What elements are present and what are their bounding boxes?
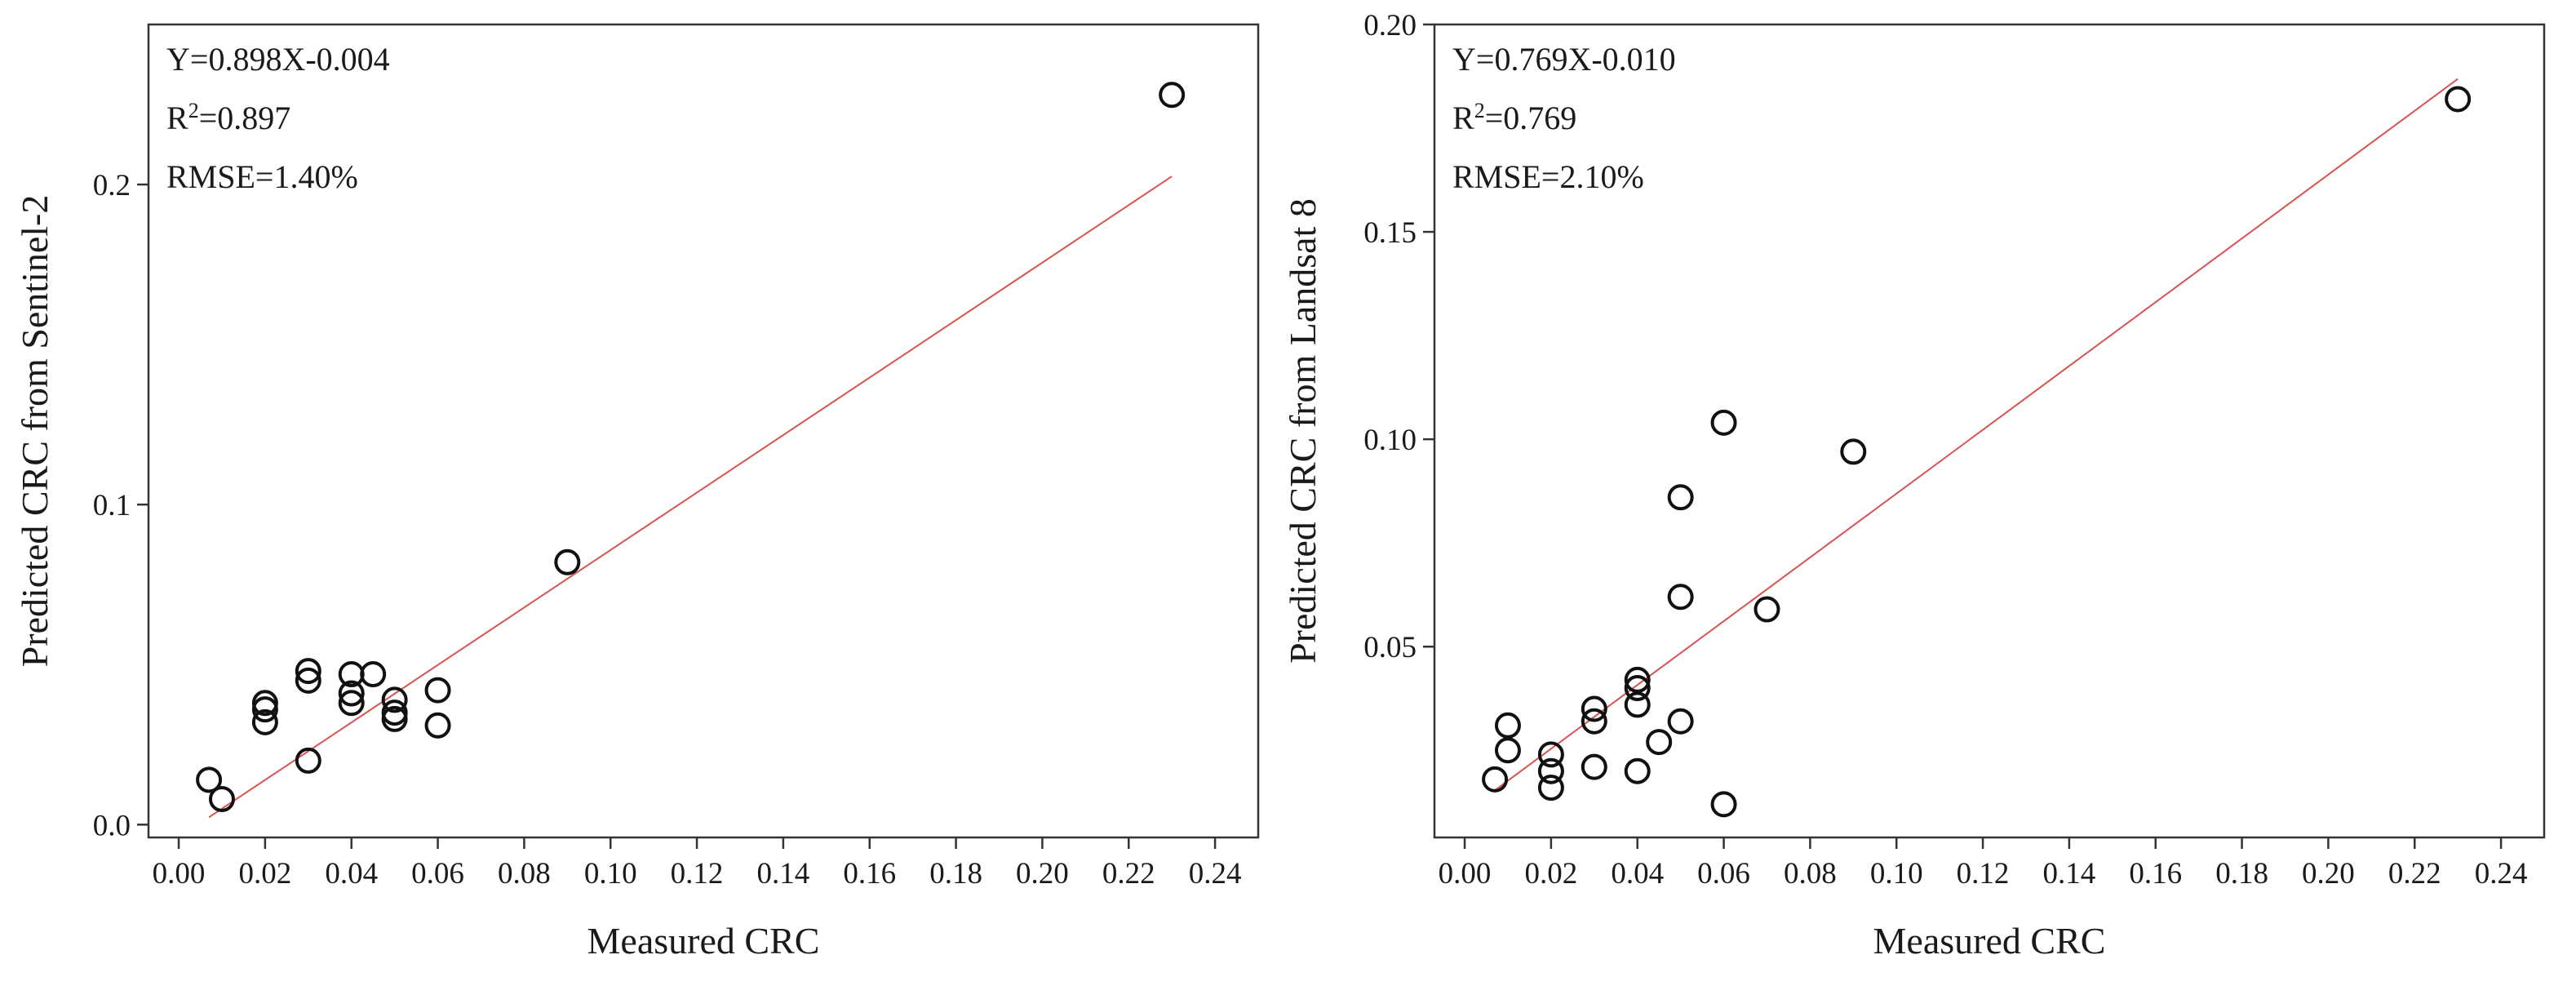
data-point	[338, 680, 365, 707]
x-tick-label: 0.06	[411, 857, 464, 891]
data-point	[1537, 757, 1564, 784]
data-point	[1537, 775, 1564, 802]
x-tick-label: 0.00	[1439, 857, 1492, 891]
data-point	[1624, 757, 1651, 784]
data-point	[424, 712, 451, 739]
y-axis-label: Predicted CRC from Landsat 8	[1282, 198, 1323, 664]
x-tick-label: 0.24	[2475, 857, 2528, 891]
x-tick-label: 0.00	[153, 857, 206, 891]
data-point	[381, 705, 408, 732]
data-point	[1667, 484, 1694, 511]
data-point	[1624, 666, 1651, 693]
data-point	[295, 667, 321, 694]
y-tick-label: 0.10	[1363, 424, 1417, 457]
regression-line	[208, 175, 1173, 819]
stats-annotation: Y=0.898X-0.004	[166, 41, 390, 78]
x-tick-label: 0.24	[1189, 857, 1242, 891]
y-tick-label: 0.15	[1363, 216, 1417, 250]
x-tick-label: 0.20	[1016, 857, 1069, 891]
data-point	[1710, 791, 1737, 818]
x-tick-label: 0.14	[2043, 857, 2096, 891]
plot-frame	[147, 23, 1260, 839]
x-tick-label: 0.12	[671, 857, 724, 891]
data-point	[1646, 729, 1673, 756]
x-axis-label: Measured CRC	[1873, 920, 2106, 962]
data-point	[1494, 737, 1521, 764]
data-point	[360, 661, 387, 688]
data-point	[381, 686, 408, 713]
x-tick-label: 0.04	[1611, 857, 1664, 891]
data-point	[295, 747, 321, 774]
x-tick-label: 0.14	[757, 857, 810, 891]
data-point	[1624, 691, 1651, 718]
x-tick-label: 0.10	[1870, 857, 1923, 891]
data-point	[1840, 438, 1867, 465]
x-tick-label: 0.22	[2388, 857, 2441, 891]
stats-annotation: RMSE=2.10%	[1452, 158, 1644, 195]
data-point	[1667, 584, 1694, 611]
data-point	[251, 708, 278, 735]
x-tick-label: 0.08	[498, 857, 551, 891]
data-point	[196, 766, 223, 793]
y-tick-label: 0.05	[1363, 631, 1417, 664]
data-point	[554, 549, 581, 575]
y-tick-label: 0.2	[93, 169, 131, 202]
data-point	[1667, 708, 1694, 735]
x-tick-label: 0.16	[843, 857, 896, 891]
data-point	[1494, 712, 1521, 739]
y-tick-label: 0.20	[1363, 9, 1417, 42]
data-point	[251, 696, 278, 723]
data-point	[295, 658, 321, 685]
stats-annotation: R2=0.897	[166, 99, 290, 137]
data-point	[424, 677, 451, 704]
x-tick-label: 0.18	[2215, 857, 2268, 891]
x-tick-label: 0.20	[2302, 857, 2355, 891]
chart-panel-2: 0.00 0.02 0.04 0.06 0.08 0.10 0.12 0.14 0.16 0.18…	[1282, 9, 2546, 962]
data-point	[1624, 675, 1651, 702]
data-point	[1581, 708, 1607, 735]
data-point	[1482, 766, 1509, 793]
x-tick-label: 0.10	[584, 857, 637, 891]
data-point	[208, 785, 235, 812]
data-point	[2445, 86, 2472, 113]
x-tick-label: 0.16	[2129, 857, 2182, 891]
x-tick-label: 0.02	[239, 857, 292, 891]
x-tick-label: 0.18	[929, 857, 982, 891]
chart-panel-1: 0.00 0.02 0.04 0.06 0.08 0.10 0.12 0.14 0.16 0.18…	[14, 23, 1260, 962]
stats-annotation: Y=0.769X-0.010	[1452, 41, 1676, 78]
stats-annotation: R2=0.769	[1452, 99, 1576, 137]
regression-line	[1494, 78, 2459, 791]
x-tick-label: 0.02	[1525, 857, 1578, 891]
data-point	[1710, 409, 1737, 436]
data-point	[1537, 741, 1564, 768]
stats-annotation: RMSE=1.40%	[166, 158, 358, 195]
x-tick-label: 0.12	[1957, 857, 2010, 891]
data-point	[1159, 82, 1186, 109]
y-tick-label: 0.1	[93, 489, 131, 522]
x-tick-label: 0.08	[1784, 857, 1837, 891]
x-axis-label: Measured CRC	[587, 920, 820, 962]
data-point	[1581, 753, 1607, 780]
plot-frame	[1433, 23, 2546, 839]
data-point	[251, 690, 278, 717]
data-point	[1581, 695, 1607, 722]
y-axis-label: Predicted CRC from Sentinel-2	[14, 195, 55, 668]
data-point	[338, 690, 365, 717]
y-tick-label: 0.0	[93, 809, 131, 842]
x-tick-label: 0.04	[325, 857, 378, 891]
data-point	[1754, 596, 1780, 623]
data-point	[381, 700, 408, 726]
x-tick-label: 0.06	[1697, 857, 1750, 891]
x-tick-label: 0.22	[1102, 857, 1155, 891]
